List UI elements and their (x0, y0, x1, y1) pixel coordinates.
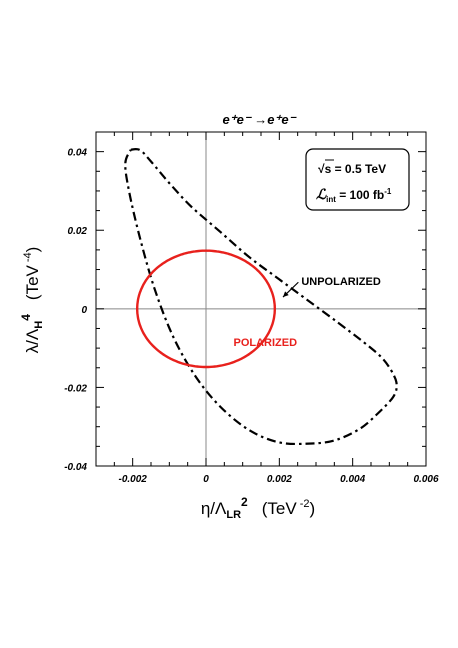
y-axis-subscript: H (33, 321, 45, 329)
luminosity-symbol: ℒ (316, 186, 327, 202)
x-axis-symbol: η/Λ (201, 499, 227, 518)
series-polarized-curve (136, 249, 276, 369)
y-axis-unit-close: ) (23, 247, 42, 253)
series-unpolarized-label: UNPOLARIZED (301, 276, 381, 288)
legend-box: √s = 0.5 TeV ℒint = 100 fb-1 (305, 148, 410, 211)
x-axis-subscript: LR (226, 509, 241, 521)
y-tick-label: 0 (81, 305, 87, 316)
legend-energy-text: √s = 0.5 TeV (318, 162, 386, 176)
y-tick-labels: -0.04 -0.02 0 0.02 0.04 (64, 148, 87, 473)
y-axis-unit-exponent: -4 (22, 252, 34, 262)
legend-frame (305, 148, 410, 211)
x-axis-unit-exponent: -2 (300, 498, 310, 510)
y-tick-label: -0.02 (64, 383, 87, 394)
x-tick-label: 0.004 (340, 474, 365, 485)
y-axis-title: λ/ΛH4 (TeV -4) (19, 247, 45, 354)
legend-line-luminosity: ℒint = 100 fb-1 (316, 186, 392, 204)
legend-line-energy: √s = 0.5 TeV (318, 162, 386, 176)
series-layer: UNPOLARIZED POLARIZED (124, 147, 398, 446)
luminosity-subscript: int (326, 195, 336, 204)
y-tick-label: -0.04 (64, 462, 87, 473)
x-tick-label: -0.002 (118, 474, 147, 485)
luminosity-exponent: -1 (384, 187, 392, 196)
x-axis-unit-close: ) (309, 499, 315, 518)
x-axis-unit: (TeV (262, 499, 298, 518)
y-axis-superscript: 4 (19, 314, 33, 321)
y-axis-unit: (TeV (23, 264, 42, 300)
y-tick-label: 0.04 (68, 148, 88, 159)
chart-title: e⁺e⁻ →e⁺e⁻ (223, 112, 298, 127)
x-tick-label: 0 (203, 474, 209, 485)
x-tick-label: 0.002 (267, 474, 292, 485)
series-unpolarized-curve (124, 147, 398, 446)
x-tick-label: 0.006 (413, 474, 438, 485)
plot-area: UNPOLARIZED POLARIZED (95, 131, 427, 467)
x-tick-labels: -0.002 0 0.002 0.004 0.006 (118, 474, 438, 485)
x-axis-title: η/ΛLR2 (TeV -2) (201, 495, 315, 521)
y-axis-symbol: λ/Λ (23, 328, 42, 353)
y-tick-label: 0.02 (68, 226, 88, 237)
tick-marks (95, 131, 427, 467)
luminosity-value: = 100 fb (336, 188, 384, 202)
series-polarized-label: POLARIZED (234, 337, 298, 349)
x-axis-superscript: 2 (241, 495, 248, 509)
series-unpolarized-arrowhead (283, 291, 289, 298)
